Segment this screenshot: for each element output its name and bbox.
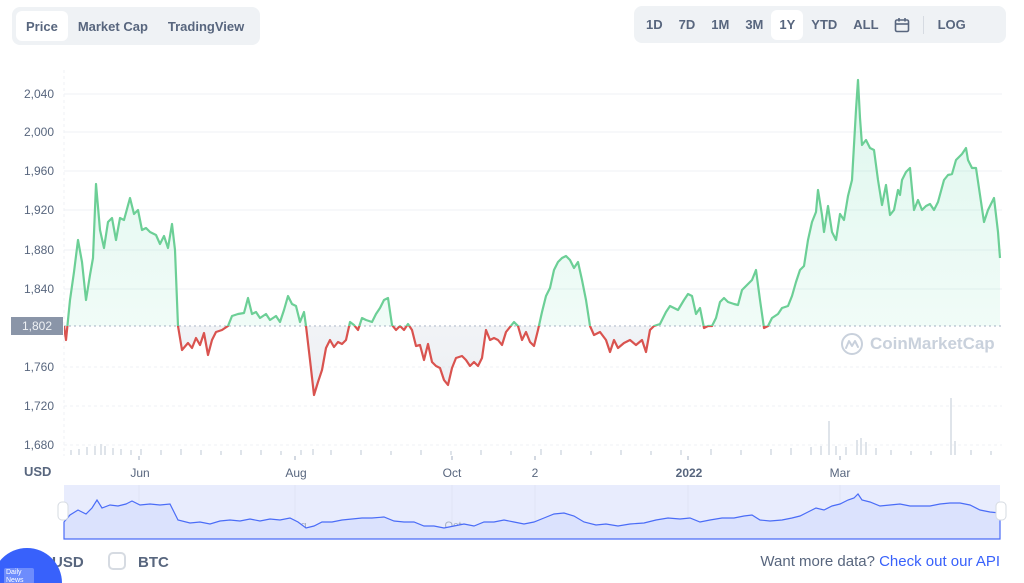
area-up [64,80,1000,326]
btc-checkbox[interactable] [108,552,126,570]
x-tick-oct: Oct [442,466,462,480]
y-tick-1840: 1,840 [23,282,54,296]
api-promo: Want more data? Check out our API [760,553,1000,570]
area-down [64,326,1000,395]
watermark-text: CoinMarketCap [870,334,995,353]
usd-option-label[interactable]: USD [52,554,84,571]
range-1d[interactable]: 1D [646,17,663,32]
range-ytd[interactable]: YTD [811,17,838,32]
range-3m[interactable]: 3M [745,17,764,32]
range-1y[interactable]: 1Y [771,9,804,40]
x-tick-2: 2 [531,466,539,480]
x-ticks [138,456,841,460]
time-range-selector: 1D 7D 1M 3M 1Y YTD ALL LOG [634,6,1006,43]
chart-type-tabs: Price Market Cap TradingView [12,7,260,45]
x-tick-aug: Aug [285,466,307,480]
price-line-down [64,326,770,397]
divider [922,15,924,34]
api-prompt-text: Want more data? [760,553,875,570]
y-tick-2040: 2,040 [23,87,54,101]
coinmarketcap-watermark: CoinMarketCap [840,332,995,356]
currency-axis-label: USD [24,464,52,479]
gridlines [63,70,1002,456]
btc-option-label[interactable]: BTC [138,554,169,571]
calendar-icon[interactable] [887,10,917,40]
x-tick-mar: Mar [829,466,851,480]
y-tick-1680: 1,680 [23,438,54,452]
range-7d[interactable]: 7D [678,17,696,32]
coinmarketcap-logo-icon [841,333,863,355]
daily-news-icon: Daily News [4,568,34,583]
footer-bar: USD BTC Want more data? Check out our AP… [0,552,1024,578]
volume-bars [70,398,992,455]
x-tick-jun: Jun [130,466,150,480]
y-tick-1920: 1,920 [23,203,54,217]
y-tick-1880: 1,880 [23,243,54,257]
current-price-tag: 1,802 [11,317,63,335]
navigator-left-handle [57,501,69,521]
navigator-right-handle [995,501,1007,521]
tab-price[interactable]: Price [16,11,68,41]
y-tick-1960: 1,960 [23,164,54,178]
y-tick-2000: 2,000 [23,125,54,139]
y-tick-1720: 1,720 [23,399,54,413]
api-link[interactable]: Check out our API [879,553,1000,570]
range-1m[interactable]: 1M [711,17,730,32]
navigator: Jun Aug Oct 2 2022 Mar [57,485,1007,540]
x-tick-2022: 2022 [675,466,703,480]
tab-tradingview[interactable]: TradingView [167,18,245,34]
y-tick-1760: 1,760 [23,360,54,374]
log-scale-toggle[interactable]: LOG [937,17,966,32]
price-chart[interactable]: Jun Aug Oct 2 2022 Mar [0,60,1024,545]
tab-market-cap[interactable]: Market Cap [77,18,148,34]
range-all[interactable]: ALL [853,17,879,32]
price-line-up [64,78,1002,326]
